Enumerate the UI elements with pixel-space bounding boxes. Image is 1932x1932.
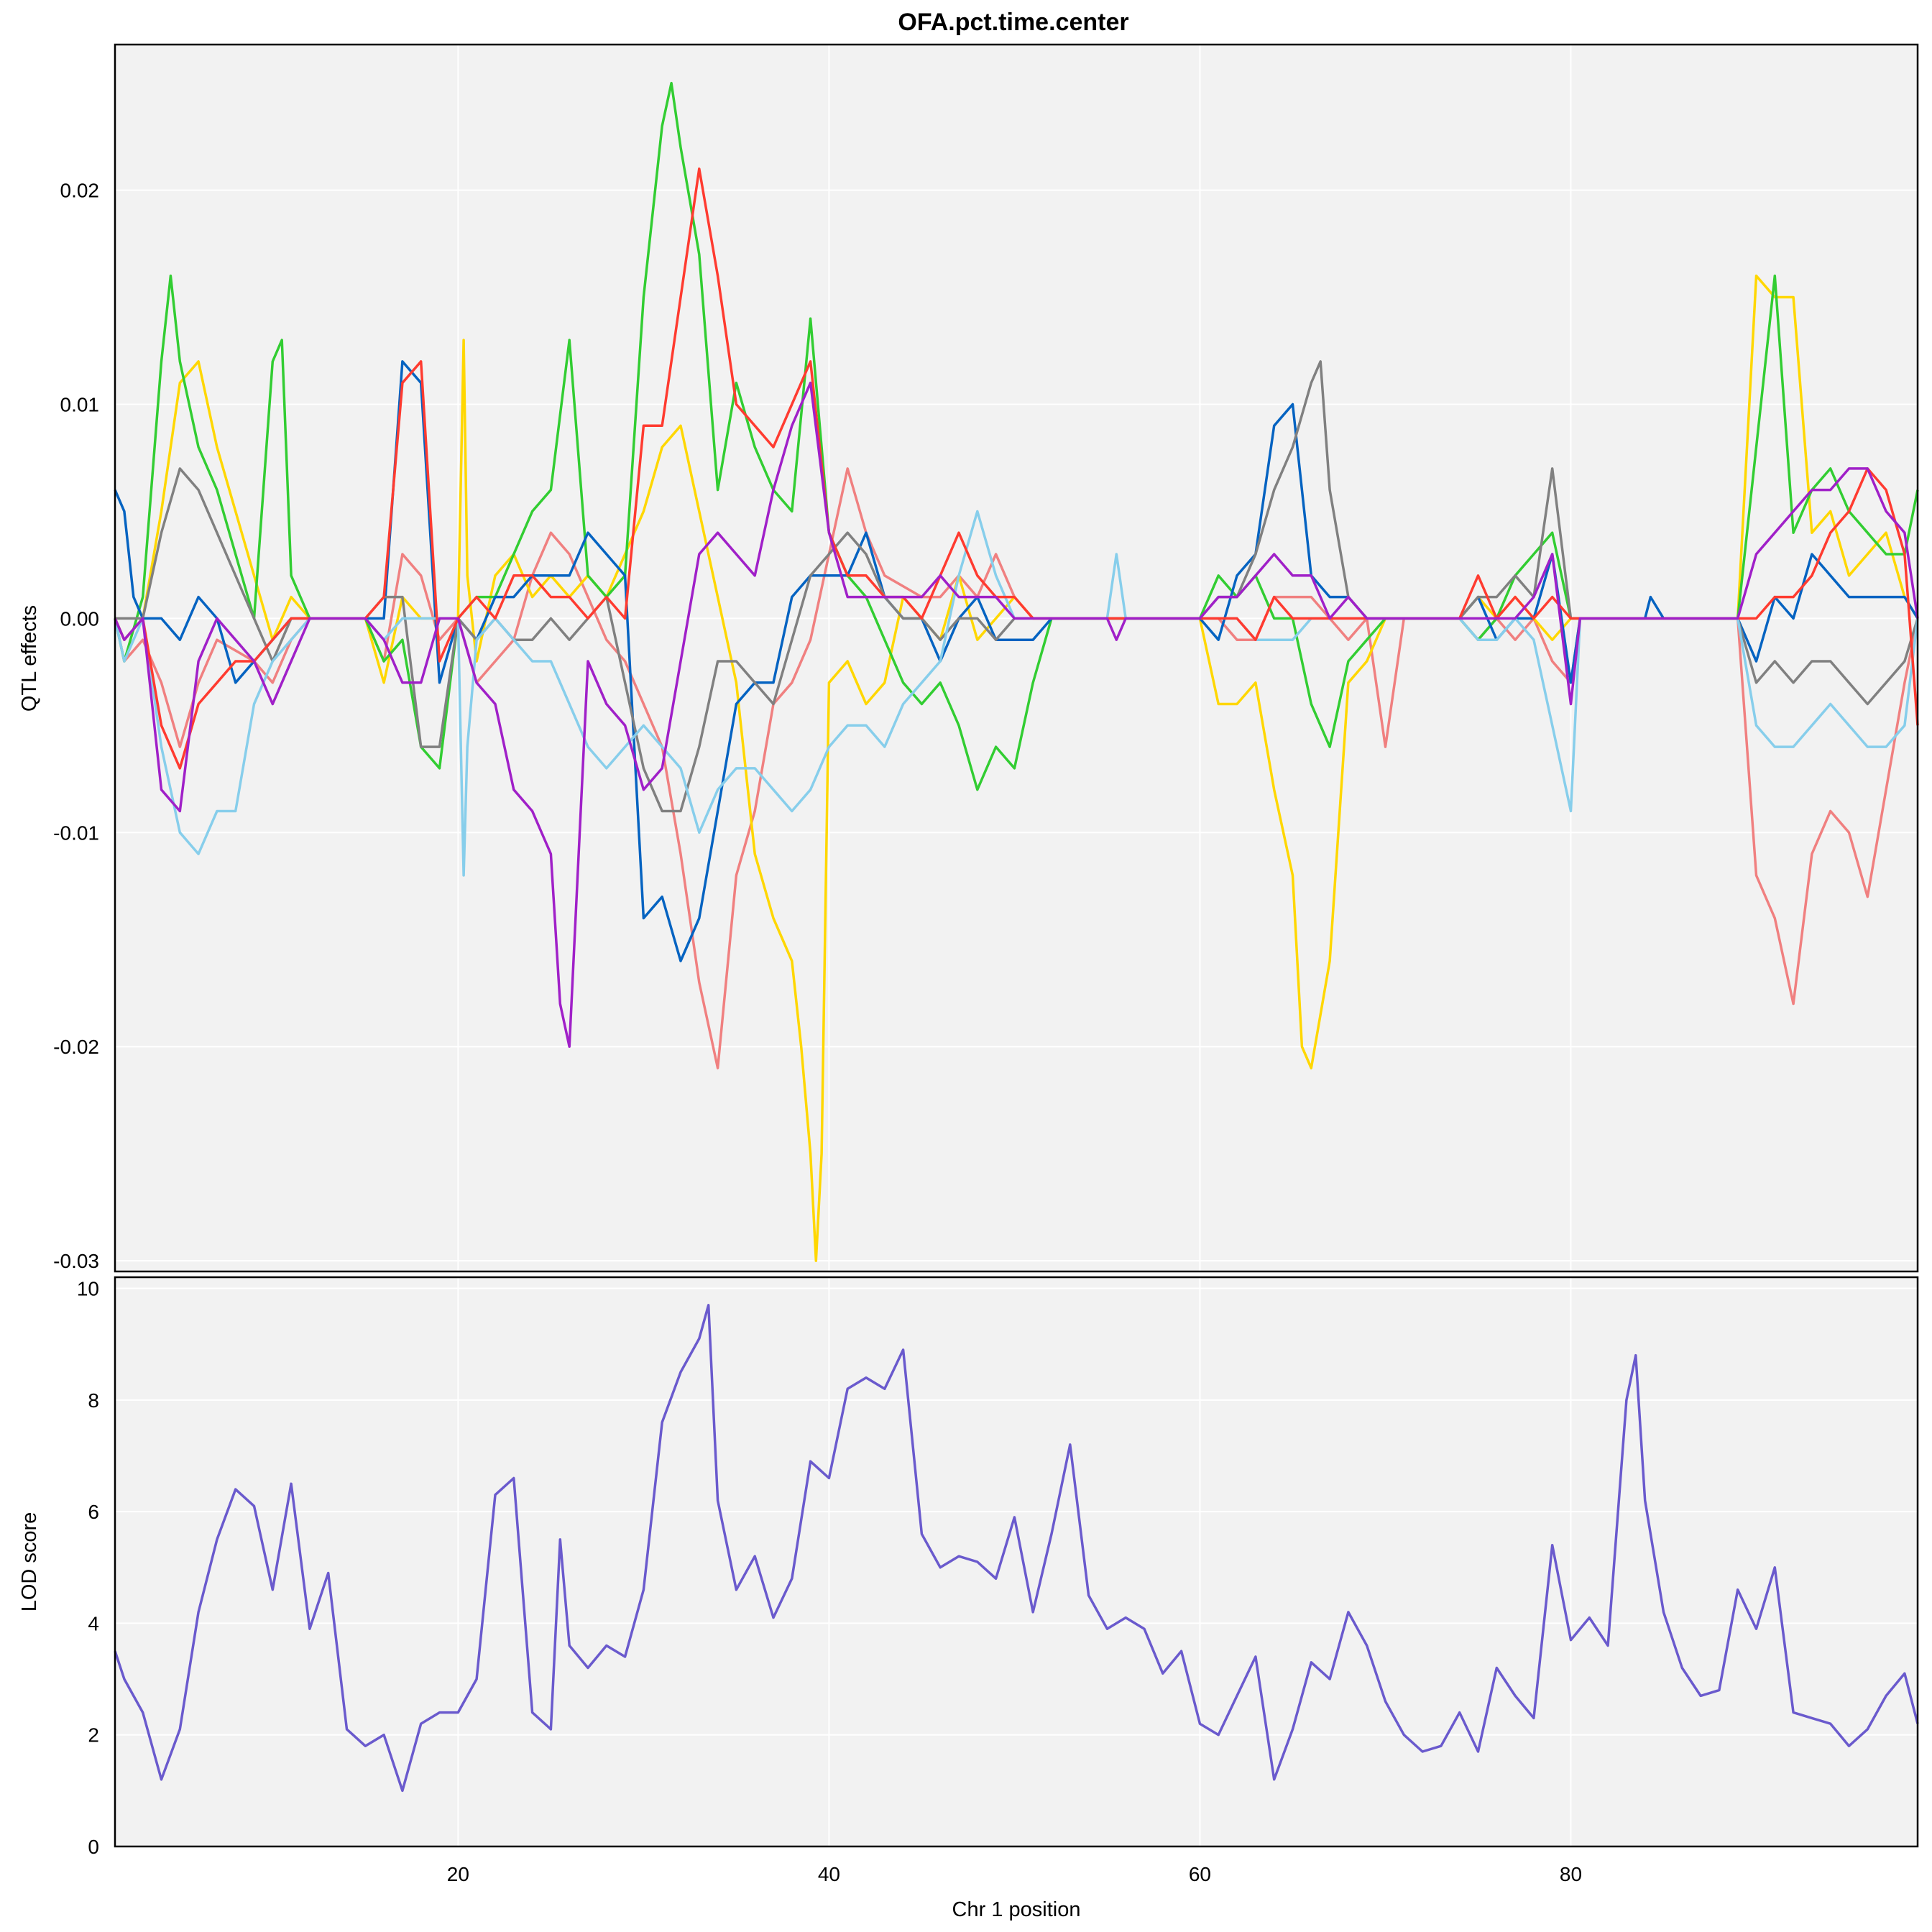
x-tick-label: 40 (818, 1863, 840, 1885)
lod-panel: 0 2 4 6 8 10 20 40 60 80 LOD score Chr 1 positio… (18, 1276, 1919, 1921)
lod-y-tick-label: 10 (77, 1278, 99, 1300)
lod-y-tick-labels: 0 2 4 6 8 10 (77, 1278, 99, 1858)
x-tick-label: 80 (1560, 1863, 1582, 1885)
chart-title: OFA.pct.time.center (898, 9, 1128, 36)
effects-y-tick-labels: -0.03 -0.02 -0.01 0.00 0.01 0.02 (53, 180, 99, 1273)
effects-y-tick-label: 0.00 (60, 607, 100, 630)
x-tick-labels: 20 40 60 80 (447, 1863, 1582, 1885)
effects-y-tick-label: -0.02 (53, 1036, 99, 1058)
effects-panel-frame (114, 43, 1919, 1273)
effects-series-line-6 (114, 510, 1919, 877)
lod-series-line-1 (114, 1304, 1919, 1793)
effects-y-tick-label: 0.01 (60, 393, 100, 415)
effects-series-line-8 (114, 381, 1919, 1048)
effects-series-line-2 (114, 274, 1919, 1262)
effects-panel: -0.03 -0.02 -0.01 0.00 0.01 0.02 QTL effects (18, 43, 1919, 1273)
effects-series-line-3 (114, 81, 1919, 791)
x-tick-label: 20 (447, 1863, 469, 1885)
lod-y-tick-label: 8 (88, 1389, 99, 1412)
effects-y-tick-label: -0.03 (53, 1250, 99, 1272)
lod-plot-area (115, 1277, 1918, 1846)
effects-y-axis-title: QTL effects (18, 605, 41, 712)
lod-y-axis-title: LOD score (18, 1512, 41, 1612)
lod-y-tick-label: 4 (88, 1612, 99, 1634)
lod-series-group (114, 1304, 1919, 1793)
x-tick-label: 60 (1189, 1863, 1211, 1885)
lod-panel-frame (114, 1276, 1919, 1848)
effects-plot-area (115, 45, 1918, 1271)
effects-series-group (114, 81, 1919, 1262)
lod-y-tick-label: 2 (88, 1724, 99, 1747)
lod-y-tick-label: 6 (88, 1501, 99, 1523)
effects-y-tick-label: 0.02 (60, 180, 100, 202)
effects-y-tick-label: -0.01 (53, 822, 99, 844)
x-axis-title: Chr 1 position (952, 1898, 1081, 1921)
lod-y-tick-label: 0 (88, 1836, 99, 1858)
